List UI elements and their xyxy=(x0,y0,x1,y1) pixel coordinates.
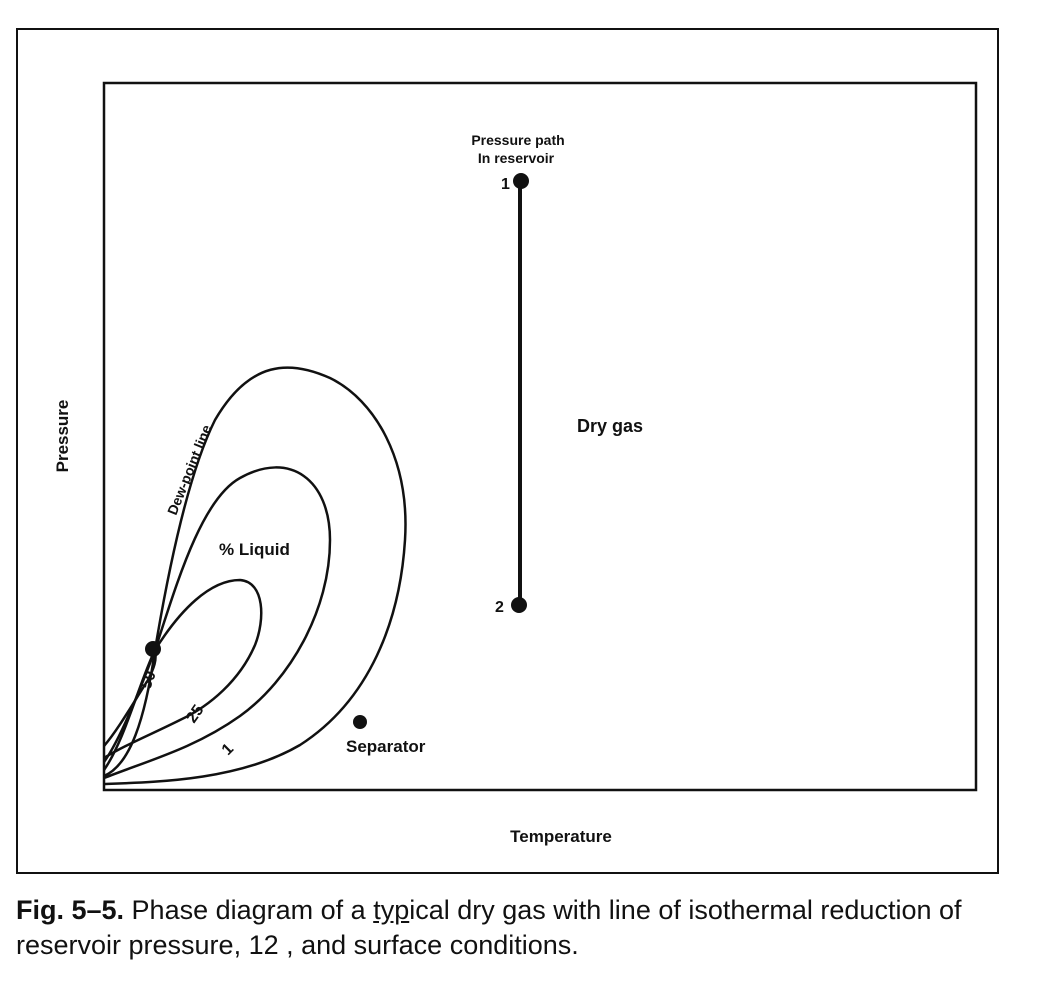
separator-label: Separator xyxy=(346,737,426,756)
caption-fig-number: Fig. 5–5. xyxy=(16,895,125,925)
dew-point-curve xyxy=(103,366,407,786)
dew-point-line-label: Dew-point line xyxy=(164,422,215,517)
liquid-25-percent-curve xyxy=(102,578,263,763)
figure-frame xyxy=(16,28,999,874)
caption-text-pre: Phase diagram of a xyxy=(124,895,374,925)
liquid-50-percent-curve xyxy=(103,649,157,747)
critical-point xyxy=(145,641,161,657)
curve-label-1: 1 xyxy=(219,740,237,758)
plot-area xyxy=(102,81,978,792)
dry-gas-label: Dry gas xyxy=(577,416,643,436)
pressure-path-title-line2: In reservoir xyxy=(478,150,555,166)
caption-text-post: ical dry gas with line of isothermal red… xyxy=(16,895,962,960)
point-1-marker xyxy=(513,173,529,189)
caption-text-underlined: typ xyxy=(373,895,410,925)
figure-caption: Fig. 5–5. Phase diagram of a typical dry… xyxy=(16,893,1006,963)
x-axis-label: Temperature xyxy=(510,827,612,846)
point-2-marker xyxy=(511,597,527,613)
separator-marker xyxy=(353,715,367,729)
liquid-percent-label: % Liquid xyxy=(219,540,290,559)
pressure-path-title-line1: Pressure path xyxy=(471,132,564,148)
curve-label-50: 50 xyxy=(138,669,160,692)
y-axis-label: Pressure xyxy=(53,400,72,473)
point-1-label: 1 xyxy=(501,176,510,193)
point-2-label: 2 xyxy=(495,599,504,616)
